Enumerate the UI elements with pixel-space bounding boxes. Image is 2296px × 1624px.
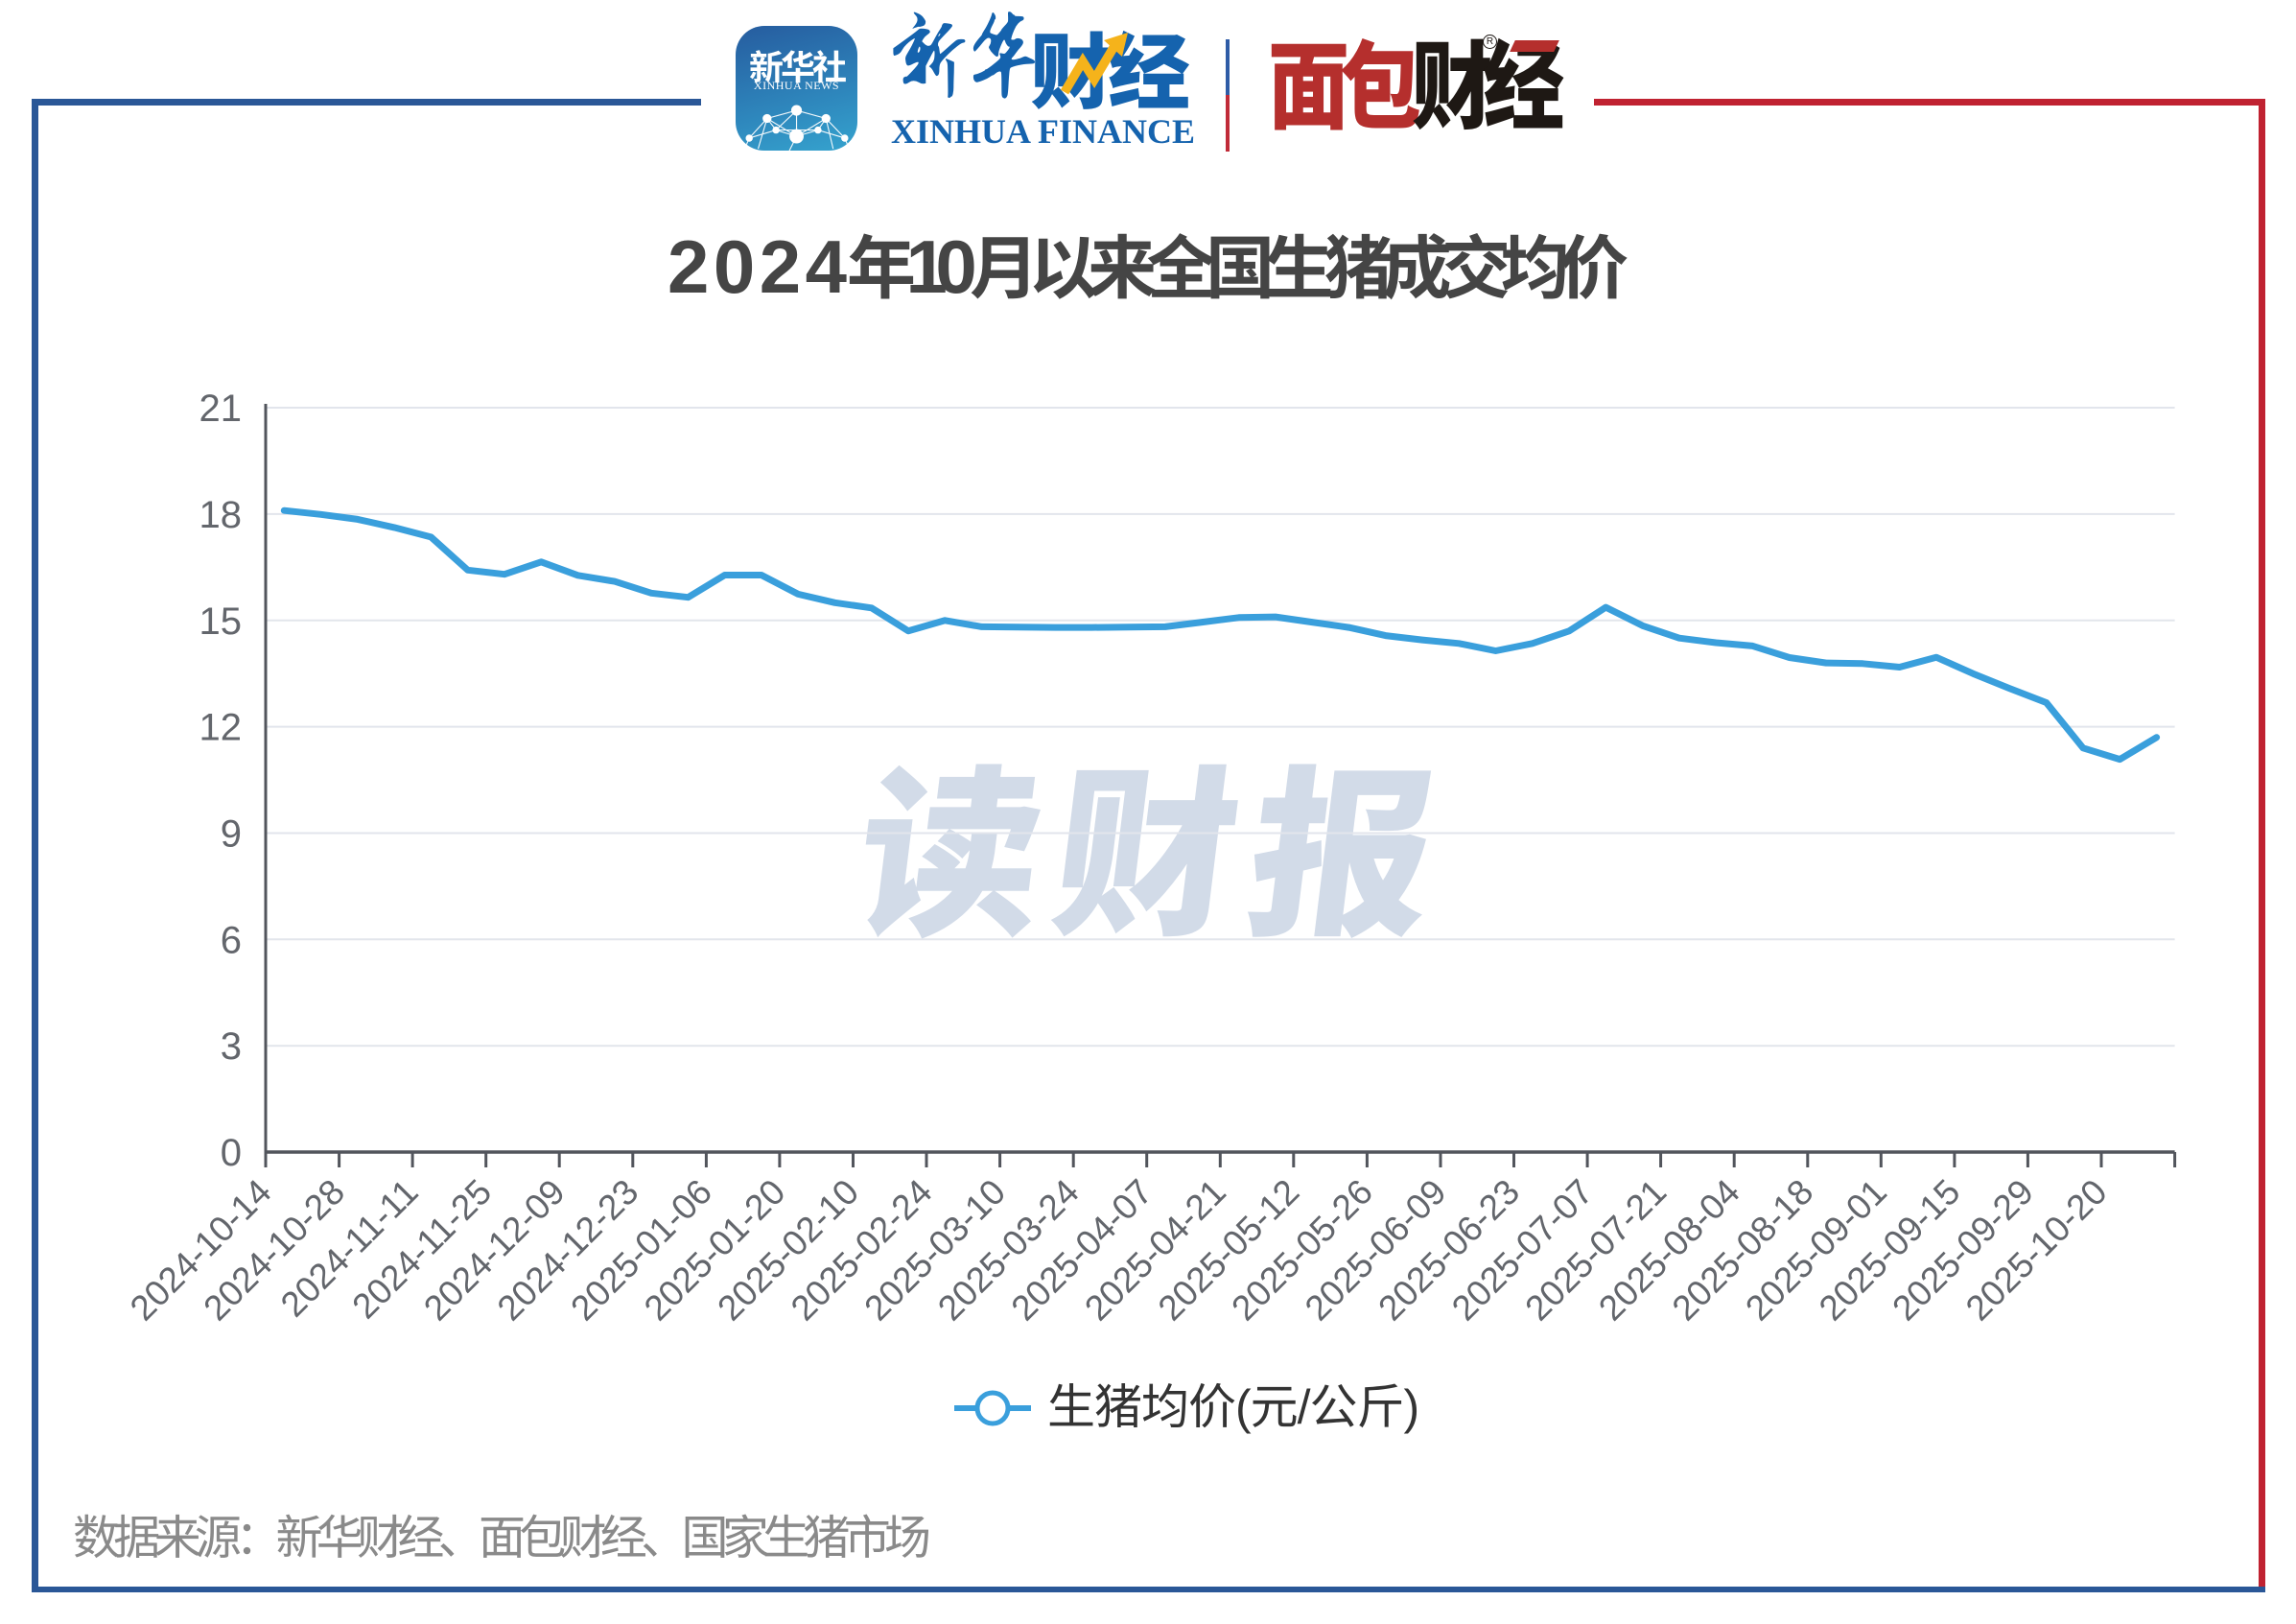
svg-text:生猪均价(元/公斤): 生猪均价(元/公斤): [1047, 1380, 1418, 1434]
svg-text:3: 3: [221, 1025, 242, 1068]
svg-text:0: 0: [221, 1132, 242, 1174]
svg-text:9: 9: [221, 813, 242, 856]
svg-text:12: 12: [199, 707, 243, 749]
svg-text:6: 6: [221, 919, 242, 961]
svg-text:18: 18: [199, 494, 243, 536]
svg-text:15: 15: [199, 600, 243, 643]
svg-text:21: 21: [199, 388, 243, 430]
